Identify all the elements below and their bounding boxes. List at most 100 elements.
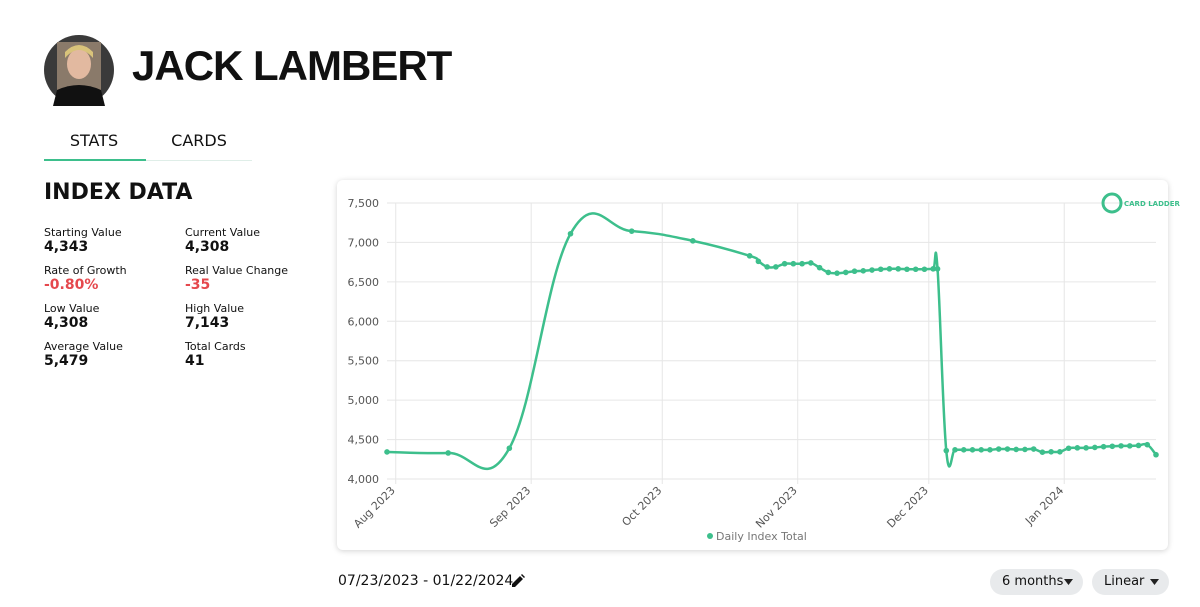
stat: Starting Value 4,343 <box>44 226 184 255</box>
point <box>877 266 884 273</box>
point <box>816 264 823 271</box>
stat: Total Cards 41 <box>185 340 325 369</box>
point <box>987 447 993 453</box>
x-tick-label: Sep 2023 <box>487 484 533 530</box>
point <box>690 238 696 244</box>
logo: CARD LADDER <box>1124 200 1180 208</box>
point <box>628 228 635 234</box>
x-tick-label: Oct 2023 <box>619 484 664 529</box>
point <box>746 253 753 259</box>
legend-label: Daily Index Total <box>716 530 807 543</box>
point <box>1083 445 1089 451</box>
dropdown-label: 6 months <box>1002 574 1064 589</box>
point <box>1126 443 1133 449</box>
point <box>1004 446 1011 452</box>
point <box>808 260 814 266</box>
stat: Real Value Change -35 <box>185 264 325 293</box>
stat: Low Value 4,308 <box>44 302 184 331</box>
point <box>895 266 902 272</box>
avatar <box>44 35 114 106</box>
point <box>1153 451 1159 458</box>
x-tick-label: Dec 2023 <box>884 484 931 531</box>
point <box>764 264 770 270</box>
y-tick-label: 5,000 <box>348 394 380 407</box>
stat-label: Average Value <box>44 340 123 353</box>
point <box>1013 446 1019 453</box>
point <box>886 266 893 272</box>
point <box>860 268 867 274</box>
point <box>445 450 451 456</box>
stat-value: -0.80% <box>44 277 99 293</box>
point <box>1074 445 1081 451</box>
dropdown-label: Linear <box>1104 574 1145 589</box>
y-tick-label: 6,000 <box>348 315 380 328</box>
stat-label: Total Cards <box>185 340 246 353</box>
stat-label: Real Value Change <box>185 264 289 277</box>
section-title: INDEX DATA <box>44 180 193 205</box>
x-tick-label: Jan 2024 <box>1022 484 1066 528</box>
tab-divider <box>146 160 252 161</box>
x-tick-label: Aug 2023 <box>351 484 398 531</box>
tab[interactable]: CARDS <box>171 131 227 150</box>
point <box>755 258 762 265</box>
point <box>1092 444 1098 451</box>
stat-value: -35 <box>185 277 211 293</box>
stat-value: 4,308 <box>44 315 89 331</box>
point <box>904 266 910 273</box>
point <box>960 447 967 453</box>
tab[interactable]: STATS <box>69 131 119 150</box>
stat: High Value 7,143 <box>185 302 325 331</box>
point <box>1022 446 1028 453</box>
point <box>969 447 976 453</box>
point <box>1065 445 1072 452</box>
stat-label: Starting Value <box>44 226 122 239</box>
range-dropdown[interactable]: 6 months <box>990 569 1083 595</box>
y-tick-label: 7,500 <box>348 197 380 210</box>
point <box>799 260 805 267</box>
line <box>386 212 1157 471</box>
stat-value: 7,143 <box>185 315 230 331</box>
y-tick-label: 7,000 <box>348 236 380 249</box>
point <box>1100 443 1107 450</box>
stat-value: 4,308 <box>185 239 230 255</box>
stat: Current Value 4,308 <box>185 226 325 255</box>
stat: Average Value 5,479 <box>44 340 184 369</box>
scale-dropdown[interactable]: Linear <box>1092 569 1169 595</box>
point <box>1048 448 1054 455</box>
point <box>921 266 928 273</box>
point <box>790 260 797 267</box>
stat-label: Current Value <box>185 226 261 239</box>
stat-value: 5,479 <box>44 353 89 369</box>
date-range: 07/23/2023 - 01/22/2024 <box>338 573 514 589</box>
point <box>851 268 858 275</box>
stat-value: 4,343 <box>44 239 89 255</box>
stat-value: 41 <box>185 353 205 369</box>
player-name: JACK LAMBERT <box>132 42 452 89</box>
y-tick-label: 5,500 <box>348 355 380 368</box>
caret <box>1150 579 1159 585</box>
point <box>1057 448 1063 455</box>
point <box>825 269 832 276</box>
caret <box>1064 579 1073 585</box>
point <box>773 264 779 270</box>
point <box>834 270 840 276</box>
x-tick-label: Nov 2023 <box>753 484 800 531</box>
point <box>978 447 985 453</box>
y-tick-label: 4,000 <box>348 473 380 486</box>
point <box>995 446 1002 452</box>
point <box>943 447 950 454</box>
stat-label: Low Value <box>44 302 100 315</box>
point <box>869 267 875 273</box>
logo-mark <box>1101 192 1123 214</box>
point <box>912 266 919 273</box>
point <box>1118 443 1124 449</box>
y-tick-label: 6,500 <box>348 276 380 289</box>
y-tick-label: 4,500 <box>348 434 380 447</box>
point <box>506 445 513 452</box>
point <box>930 266 936 272</box>
point <box>1109 443 1116 450</box>
point <box>952 447 958 453</box>
edit-icon[interactable] <box>511 574 525 588</box>
point <box>1135 442 1142 449</box>
